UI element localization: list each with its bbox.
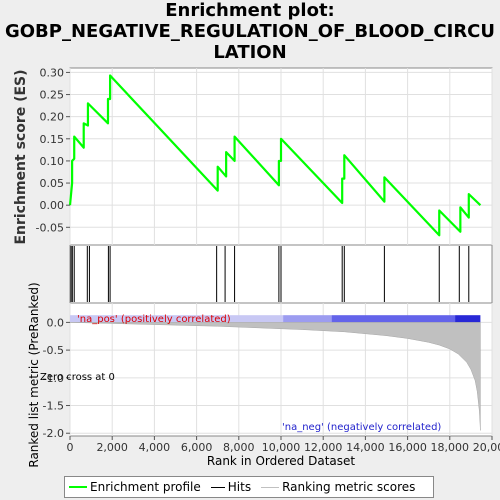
- title-line-1: Enrichment plot:: [165, 0, 335, 21]
- legend-item-hits: Hits: [210, 480, 252, 494]
- metric-tick-label: 0.0: [47, 316, 65, 329]
- x-tick-label: 16,000: [388, 441, 427, 454]
- legend-swatch-ranking: [261, 486, 280, 488]
- x-tick-label: 4,000: [139, 441, 171, 454]
- es-axis-label: Enrichment score (ES): [13, 69, 29, 244]
- title-line-2: GOBP_NEGATIVE_REGULATION_OF_BLOOD_CIRCU: [4, 21, 496, 42]
- positive-correlation-label: 'na_pos' (positively correlated): [77, 314, 231, 325]
- enrichment-profile-line: [68, 74, 482, 237]
- x-tick-label: 10,000: [262, 441, 301, 454]
- chart-title: Enrichment plot: GOBP_NEGATIVE_REGULATIO…: [0, 0, 500, 63]
- x-tick-label: 18,000: [431, 441, 470, 454]
- es-tick-label: 0.20: [40, 111, 65, 124]
- legend-item-enrichment: Enrichment profile: [69, 480, 201, 494]
- ranking-metric-area: [69, 322, 481, 431]
- legend-swatch-enrichment: [69, 486, 87, 488]
- legend-item-ranking: Ranking metric scores: [261, 480, 415, 494]
- zero-cross-label: Zero cross at 0: [40, 372, 115, 383]
- es-tick-label: 0.30: [40, 66, 65, 79]
- x-tick-label: 12,000: [304, 441, 343, 454]
- x-tick-label: 8,000: [223, 441, 255, 454]
- legend-label-enrichment: Enrichment profile: [90, 480, 201, 494]
- es-tick-label: -0.05: [36, 221, 64, 234]
- legend-label-hits: Hits: [227, 480, 252, 494]
- metric-tick-label: -1.0: [43, 372, 64, 385]
- x-tick-label: 0: [67, 441, 74, 454]
- colorbar-segment: [70, 315, 284, 323]
- x-tick-label: 14,000: [346, 441, 385, 454]
- metric-tick-label: -0.5: [43, 344, 64, 357]
- metric-tick-label: -2.0: [43, 427, 64, 440]
- x-tick-label: 2,000: [96, 441, 128, 454]
- x-tick-label: 6,000: [181, 441, 213, 454]
- colorbar-segment: [331, 315, 456, 323]
- es-tick-label: 0.05: [40, 177, 65, 190]
- es-tick-label: 0.25: [40, 89, 65, 102]
- es-tick-label: 0.00: [40, 199, 65, 212]
- legend-label-ranking: Ranking metric scores: [282, 480, 416, 494]
- es-tick-label: 0.10: [40, 155, 65, 168]
- metric-tick-label: -1.5: [43, 400, 64, 413]
- title-line-3: LATION: [213, 42, 287, 63]
- legend-swatch-hits: [210, 486, 225, 488]
- negative-correlation-label: 'na_neg' (negatively correlated): [282, 422, 441, 433]
- colorbar-segment: [455, 315, 481, 323]
- x-axis-label: Rank in Ordered Dataset: [207, 454, 355, 468]
- es-tick-label: 0.15: [40, 133, 65, 146]
- metric-axis-label: Ranked list metric (PreRanked): [27, 282, 41, 467]
- colorbar-segment: [283, 315, 332, 323]
- legend: Enrichment profile Hits Ranking metric s…: [64, 476, 434, 498]
- x-tick-label: 20,000: [473, 441, 500, 454]
